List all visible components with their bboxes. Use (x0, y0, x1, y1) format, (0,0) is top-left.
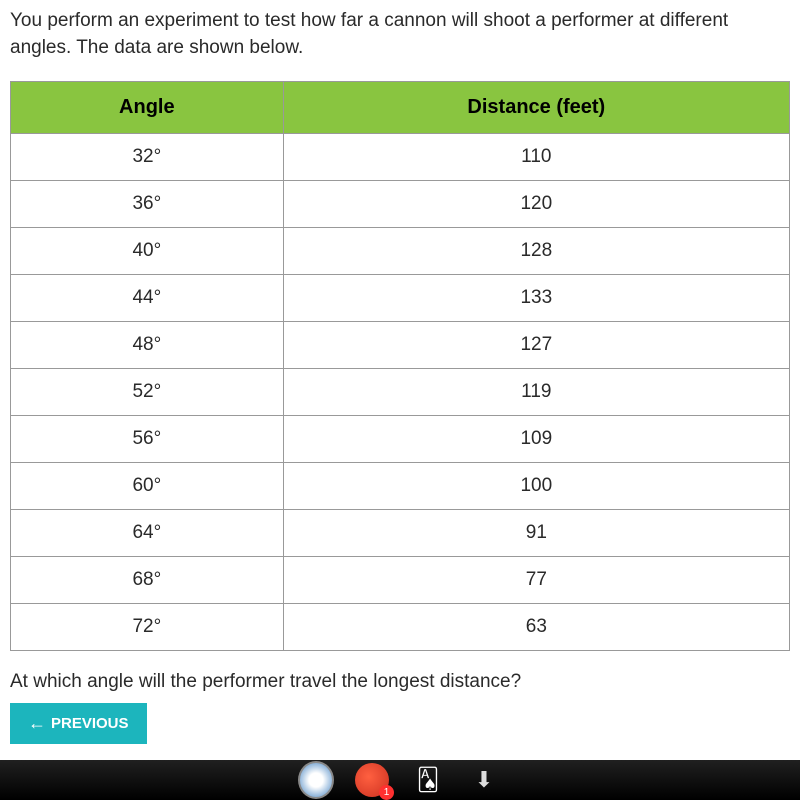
cell-distance: 120 (283, 181, 789, 228)
table-header-row: Angle Distance (feet) (11, 82, 790, 134)
question-page: You perform an experiment to test how fa… (0, 0, 800, 760)
cell-angle: 72° (11, 604, 284, 651)
cell-distance: 100 (283, 463, 789, 510)
table-row: 52° 119 (11, 369, 790, 416)
cell-angle: 48° (11, 322, 284, 369)
previous-button[interactable]: ← PREVIOUS (10, 703, 147, 744)
cell-angle: 60° (11, 463, 284, 510)
table-row: 60° 100 (11, 463, 790, 510)
cell-angle: 32° (11, 134, 284, 181)
table-row: 40° 128 (11, 228, 790, 275)
cell-distance: 127 (283, 322, 789, 369)
table-row: 68° 77 (11, 557, 790, 604)
cell-angle: 44° (11, 275, 284, 322)
cell-angle: 36° (11, 181, 284, 228)
question-followup: At which angle will the performer travel… (10, 671, 790, 693)
table-row: 56° 109 (11, 416, 790, 463)
column-header-distance: Distance (feet) (283, 82, 789, 134)
speedometer-icon[interactable] (298, 762, 334, 798)
cell-distance: 110 (283, 134, 789, 181)
table-row: 44° 133 (11, 275, 790, 322)
table-row: 64° 91 (11, 510, 790, 557)
cell-angle: 56° (11, 416, 284, 463)
browser-icon[interactable]: 1 (354, 762, 390, 798)
table-row: 32° 110 (11, 134, 790, 181)
table-row: 72° 63 (11, 604, 790, 651)
data-table: Angle Distance (feet) 32° 110 36° 120 40… (10, 81, 790, 651)
cell-distance: 133 (283, 275, 789, 322)
cell-angle: 52° (11, 369, 284, 416)
cell-angle: 40° (11, 228, 284, 275)
question-intro: You perform an experiment to test how fa… (10, 8, 790, 61)
notification-badge: 1 (379, 785, 394, 800)
download-icon[interactable]: ⬇ (466, 762, 502, 798)
table-row: 36° 120 (11, 181, 790, 228)
cell-distance: 77 (283, 557, 789, 604)
cards-icon[interactable]: 🂡 (410, 762, 446, 798)
cell-distance: 109 (283, 416, 789, 463)
cell-distance: 91 (283, 510, 789, 557)
cell-distance: 63 (283, 604, 789, 651)
taskbar: 1 🂡 ⬇ (0, 760, 800, 800)
cell-angle: 68° (11, 557, 284, 604)
cell-distance: 119 (283, 369, 789, 416)
arrow-left-icon: ← (28, 713, 46, 734)
cell-distance: 128 (283, 228, 789, 275)
column-header-angle: Angle (11, 82, 284, 134)
taskbar-icons: 1 🂡 ⬇ (298, 762, 502, 798)
table-row: 48° 127 (11, 322, 790, 369)
cell-angle: 64° (11, 510, 284, 557)
previous-button-label: PREVIOUS (51, 715, 129, 732)
